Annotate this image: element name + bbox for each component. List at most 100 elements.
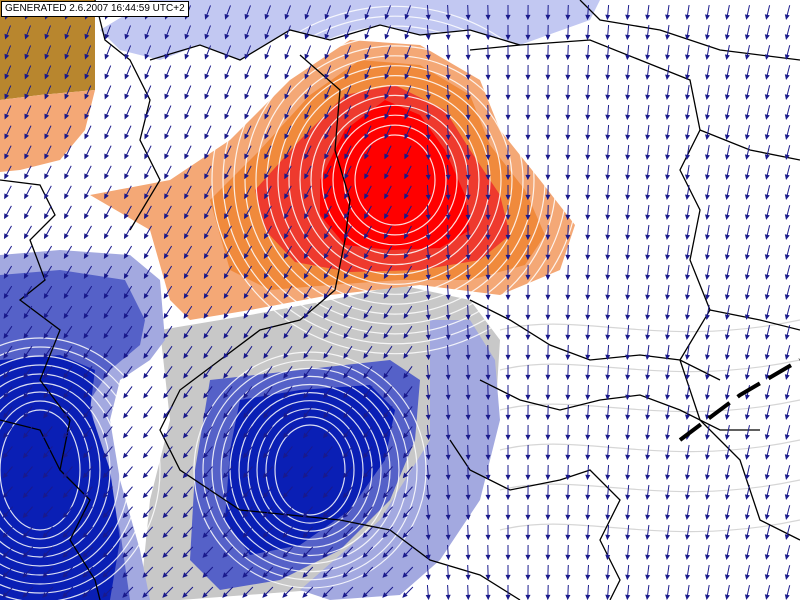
wind-arrow-head <box>224 53 230 60</box>
wind-arrow-head <box>445 574 451 581</box>
wind-arrow-head <box>404 33 410 40</box>
wind-arrow-head <box>202 592 208 598</box>
wind-arrow-head <box>183 392 189 399</box>
wind-arrow-head <box>342 572 348 578</box>
wind-arrow-head <box>162 472 169 479</box>
wind-arrow-head <box>102 552 108 558</box>
wind-arrow-head <box>84 33 90 40</box>
wind-arrow-head <box>243 392 249 399</box>
wind-arrow-head <box>445 474 451 481</box>
wind-arrow-head <box>465 154 471 161</box>
wind-arrow-head <box>62 532 68 539</box>
wind-arrow-head <box>244 93 250 100</box>
wind-arrow-head <box>83 293 89 299</box>
wind-arrow-head <box>362 472 369 479</box>
wind-arrow-head <box>645 274 651 281</box>
wind-arrow-head <box>744 254 750 260</box>
wind-arrow-head <box>425 494 431 501</box>
wind-arrow-head <box>363 352 369 359</box>
wind-arrow-head <box>684 74 691 81</box>
isoline <box>0 409 81 531</box>
wind-arrow-head <box>505 214 511 221</box>
wind-arrow-head <box>744 114 750 120</box>
wind-arrow-head <box>224 193 229 200</box>
wind-arrow-head <box>445 594 451 600</box>
wind-arrow-head <box>684 294 691 301</box>
wind-arrow-head <box>4 173 9 180</box>
wind-arrow-head <box>23 293 29 299</box>
wind-arrow-head <box>283 392 289 399</box>
wind-arrow-head <box>23 333 29 339</box>
wind-arrow-head <box>505 594 511 600</box>
wind-arrow-head <box>704 534 710 541</box>
wind-arrow-head <box>63 392 69 399</box>
wind-arrow-head <box>3 313 9 319</box>
wind-arrow-head <box>585 514 591 521</box>
wind-arrow-head <box>43 392 49 399</box>
wind-arrow-head <box>23 273 29 279</box>
wind-arrow-head <box>282 452 289 459</box>
wind-arrow-head <box>545 354 551 361</box>
wind-arrow-head <box>505 14 511 21</box>
wind-arrow-head <box>485 194 491 201</box>
wind-arrow-head <box>242 512 249 519</box>
isoline <box>0 391 101 549</box>
wind-arrow-head <box>204 213 209 220</box>
wind-arrow-head <box>4 133 10 140</box>
wind-arrow-head <box>565 414 571 421</box>
wind-arrow-head <box>724 374 730 381</box>
wind-arrow-head <box>565 94 571 101</box>
wind-arrow-head <box>23 352 29 359</box>
wind-arrow-head <box>525 494 531 501</box>
wind-arrow-head <box>585 154 591 161</box>
wind-arrow-head <box>784 354 790 360</box>
wind-arrow-head <box>304 133 310 140</box>
isoline <box>247 400 373 540</box>
wind-arrow-head <box>585 474 591 481</box>
wind-arrow-head <box>665 54 671 61</box>
wind-arrow-head <box>625 134 631 141</box>
wind-arrow-head <box>425 34 431 41</box>
wind-arrow-head <box>164 33 170 40</box>
wind-arrow-head <box>163 372 169 379</box>
wind-arrow-head <box>164 113 170 120</box>
wind-arrow-head <box>143 392 149 399</box>
wind-arrow-head <box>625 114 631 121</box>
wind-arrow-head <box>764 594 770 600</box>
wind-arrow-head <box>122 472 129 479</box>
wind-arrow-head <box>204 93 210 100</box>
wind-arrow-head <box>425 174 431 181</box>
wind-arrow-head <box>684 394 691 401</box>
wind-arrow-head <box>625 394 631 401</box>
wind-arrow-head <box>123 233 129 240</box>
coastline <box>149 24 521 61</box>
wind-arrow-head <box>322 552 328 558</box>
wind-arrow-head <box>263 372 269 379</box>
wind-arrow-head <box>63 253 69 259</box>
wind-arrow-head <box>525 334 531 341</box>
wind-arrow-head <box>445 214 451 221</box>
wind-arrow-head <box>704 74 710 81</box>
wind-arrow-head <box>403 412 409 419</box>
wind-arrow-head <box>203 293 209 299</box>
wind-arrow-head <box>724 534 730 541</box>
wind-arrow-head <box>465 14 471 21</box>
wind-arrow-head <box>162 492 169 499</box>
wind-arrow-head <box>505 54 511 61</box>
wind-arrow-head <box>144 53 150 60</box>
wind-arrow-head <box>665 154 671 161</box>
wind-arrow-head <box>403 352 409 359</box>
wind-arrow-head <box>665 374 671 381</box>
wind-arrow-head <box>665 454 671 461</box>
wind-arrow-head <box>665 14 671 21</box>
wind-arrow-head <box>585 534 591 541</box>
wind-arrow-head <box>724 394 730 401</box>
wind-arrow-head <box>445 14 451 21</box>
wind-arrow-head <box>303 372 309 379</box>
border-line <box>679 359 800 541</box>
wind-arrow-head <box>22 492 29 499</box>
wind-arrow-head <box>222 452 229 459</box>
wind-arrow-head <box>304 193 309 200</box>
wind-arrow-head <box>605 494 611 501</box>
wind-arrow-head <box>565 274 571 281</box>
